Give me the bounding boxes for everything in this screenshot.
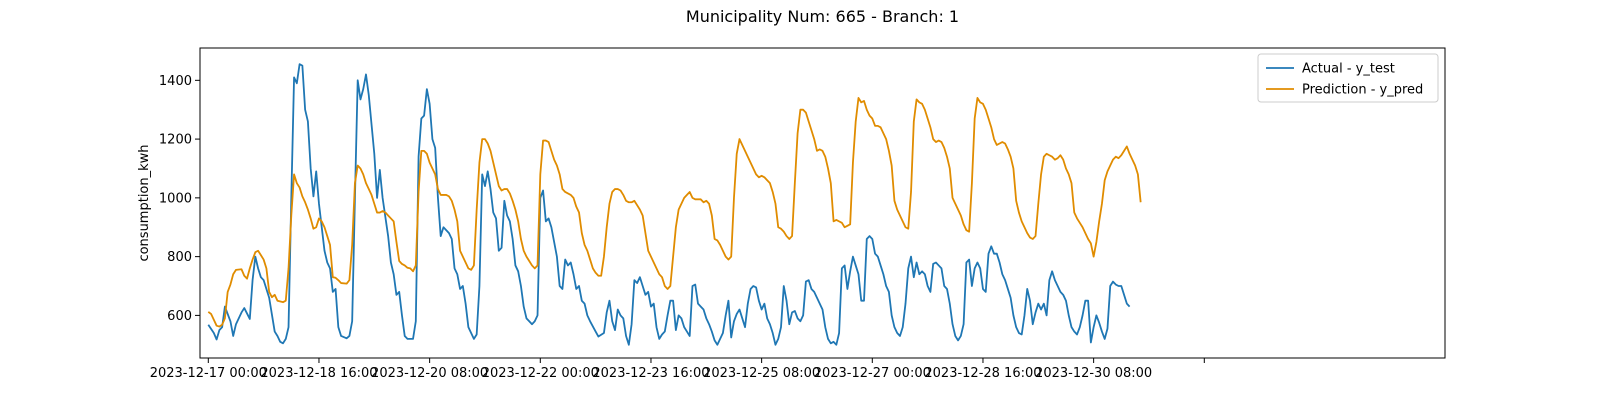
y-tick-label: 600 [167,309,192,324]
y-tick-label: 1000 [159,191,192,206]
x-tick-label: 2023-12-25 08:00 [703,366,820,381]
legend-label: Actual - y_test [1302,62,1395,77]
series-line-prediction [207,97,1142,328]
plot-area [199,47,1446,359]
x-tick-label: 2023-12-30 08:00 [1035,366,1152,381]
y-axis-ticks: 600 800 1000 1200 1400 [159,74,200,324]
x-tick-label: 2023-12-28 16:00 [924,366,1041,381]
y-tick-label: 1400 [159,74,192,89]
y-tick-label: 1200 [159,133,192,148]
legend-label: Prediction - y_pred [1302,83,1423,98]
x-tick-label: 2023-12-23 16:00 [592,366,709,381]
x-tick-label: 2023-12-20 08:00 [371,366,488,381]
series-line-actual [207,63,1131,346]
chart-title: Municipality Num: 665 - Branch: 1 [686,7,959,26]
x-tick-label: 2023-12-22 00:00 [482,366,599,381]
x-tick-label: 2023-12-17 00:00 [150,366,267,381]
y-tick-label: 800 [167,250,192,265]
legend: Actual - y_test Prediction - y_pred [1257,53,1439,103]
x-tick-label: 2023-12-27 00:00 [814,366,931,381]
y-axis-label: consumption_kwh [137,144,152,261]
legend-box [1257,53,1439,103]
plot-frame [199,47,1446,359]
x-tick-label: 2023-12-18 16:00 [260,366,377,381]
